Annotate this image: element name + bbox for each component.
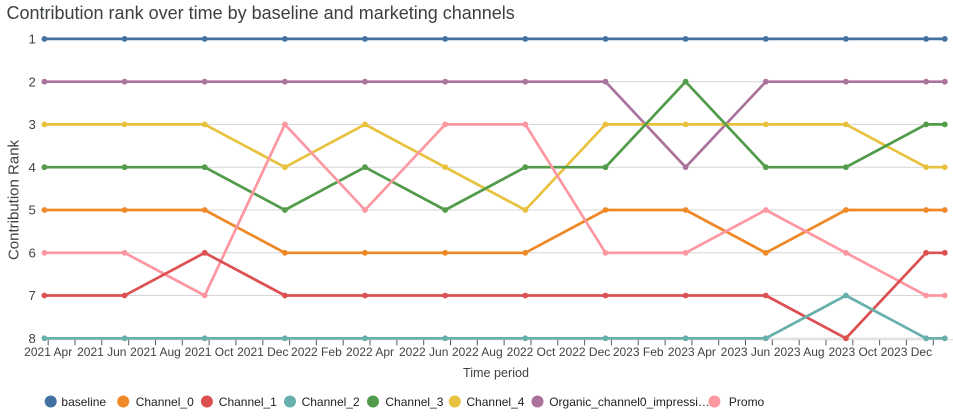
svg-text:3: 3	[28, 117, 35, 132]
svg-text:2021 Oct: 2021 Oct	[185, 345, 234, 359]
svg-text:2023 Apr: 2023 Apr	[668, 345, 716, 359]
svg-text:baseline: baseline	[61, 395, 106, 409]
svg-text:2023 Oct: 2023 Oct	[828, 345, 877, 359]
svg-text:Time period: Time period	[463, 366, 529, 380]
svg-text:5: 5	[28, 203, 35, 218]
svg-text:Channel_0: Channel_0	[136, 395, 194, 409]
svg-text:2022 Jun: 2022 Jun	[399, 345, 448, 359]
svg-text:Organic_channel0_impressi…: Organic_channel0_impressi…	[549, 395, 710, 409]
svg-text:8: 8	[28, 331, 35, 346]
svg-text:2021 Aug: 2021 Aug	[130, 345, 181, 359]
svg-text:2021 Apr: 2021 Apr	[24, 345, 72, 359]
svg-text:Promo: Promo	[729, 395, 765, 409]
svg-text:2022 Apr: 2022 Apr	[346, 345, 394, 359]
svg-text:Contribution Rank: Contribution Rank	[5, 139, 22, 260]
svg-text:2023 Jun: 2023 Jun	[721, 345, 770, 359]
svg-text:Contribution rank over time by: Contribution rank over time by baseline …	[7, 3, 515, 23]
svg-text:2023 Aug: 2023 Aug	[774, 345, 825, 359]
svg-text:Channel_4: Channel_4	[466, 395, 524, 409]
svg-text:1: 1	[28, 32, 35, 47]
svg-text:6: 6	[28, 245, 35, 260]
svg-text:2023 Dec: 2023 Dec	[881, 345, 932, 359]
svg-text:4: 4	[28, 160, 35, 175]
svg-text:Channel_1: Channel_1	[219, 395, 277, 409]
svg-text:Channel_2: Channel_2	[302, 395, 360, 409]
svg-text:2022 Aug: 2022 Aug	[452, 345, 503, 359]
svg-text:2022 Oct: 2022 Oct	[507, 345, 556, 359]
svg-text:Channel_3: Channel_3	[385, 395, 443, 409]
svg-text:2021 Dec: 2021 Dec	[237, 345, 288, 359]
svg-text:2021 Jun: 2021 Jun	[77, 345, 126, 359]
svg-text:2023 Feb: 2023 Feb	[613, 345, 664, 359]
svg-text:2: 2	[28, 74, 35, 89]
svg-text:2022 Dec: 2022 Dec	[559, 345, 610, 359]
svg-text:7: 7	[28, 288, 35, 303]
svg-text:2022 Feb: 2022 Feb	[291, 345, 342, 359]
